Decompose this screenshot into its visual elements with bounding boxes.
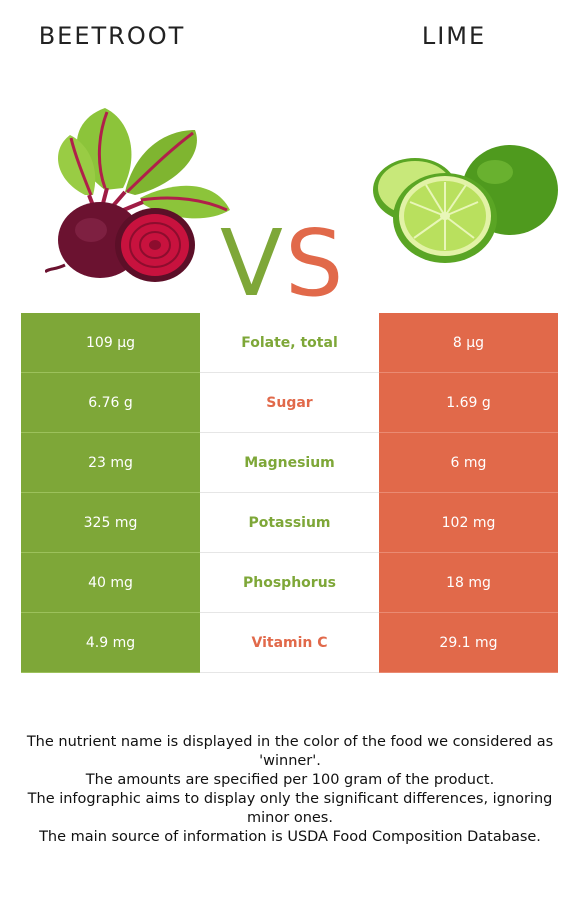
vs-s: S [284, 210, 346, 317]
note-winner: The nutrient name is displayed in the co… [26, 734, 554, 769]
note-significant: The infographic aims to display only the… [27, 791, 553, 826]
beetroot-value: 6.76 g [21, 372, 200, 433]
lime-title: LIME [421, 22, 487, 50]
beetroot-value: 109 µg [21, 313, 200, 373]
nutrient-comparison-table: 109 µg Folate, total 8 µg 6.76 g Sugar 1.69 g… [21, 313, 558, 673]
nutrient-name: Sugar [200, 372, 379, 433]
beetroot-value: 40 mg [21, 552, 200, 613]
beetroot-title: BEETROOT [38, 22, 186, 50]
nutrient-name: Phosphorus [200, 552, 379, 613]
footnotes: The nutrient name is displayed in the co… [10, 733, 570, 847]
lime-image [373, 145, 558, 263]
note-source: The main source of information is USDA F… [39, 829, 541, 845]
table-row: 6.76 g Sugar 1.69 g [21, 372, 558, 433]
food-images: VS [0, 90, 580, 317]
nutrient-name: Magnesium [200, 432, 379, 493]
table-row: 40 mg Phosphorus 18 mg [21, 552, 558, 613]
note-amounts: The amounts are specified per 100 gram o… [85, 772, 495, 788]
beetroot-value: 4.9 mg [21, 612, 200, 673]
nutrient-name: Folate, total [200, 313, 379, 373]
table-row: 325 mg Potassium 102 mg [21, 492, 558, 553]
nutrient-name: Vitamin C [200, 612, 379, 673]
lime-value: 18 mg [379, 552, 558, 613]
table-row: 23 mg Magnesium 6 mg [21, 432, 558, 493]
table-row: 4.9 mg Vitamin C 29.1 mg [21, 612, 558, 673]
nutrient-name: Potassium [200, 492, 379, 553]
beetroot-value: 325 mg [21, 492, 200, 553]
lime-value: 102 mg [379, 492, 558, 553]
beetroot-image [45, 108, 230, 282]
table-row: 109 µg Folate, total 8 µg [21, 313, 558, 373]
lime-value: 29.1 mg [379, 612, 558, 673]
beetroot-value: 23 mg [21, 432, 200, 493]
vs-v: V [220, 210, 285, 317]
lime-value: 1.69 g [379, 372, 558, 433]
lime-value: 6 mg [379, 432, 558, 493]
lime-value: 8 µg [379, 313, 558, 373]
vs-label: VS [220, 210, 345, 317]
